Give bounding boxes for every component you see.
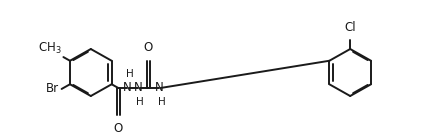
Text: N: N xyxy=(123,81,131,94)
Text: N: N xyxy=(154,81,163,94)
Text: O: O xyxy=(114,121,123,135)
Text: CH$_3$: CH$_3$ xyxy=(37,41,61,56)
Text: Br: Br xyxy=(46,83,60,95)
Text: N: N xyxy=(133,81,142,94)
Text: O: O xyxy=(144,41,153,54)
Text: H: H xyxy=(157,97,165,107)
Text: H: H xyxy=(126,69,134,79)
Text: Cl: Cl xyxy=(344,21,356,34)
Text: H: H xyxy=(136,97,144,107)
